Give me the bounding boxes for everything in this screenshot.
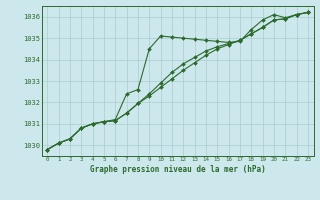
X-axis label: Graphe pression niveau de la mer (hPa): Graphe pression niveau de la mer (hPa) (90, 165, 266, 174)
